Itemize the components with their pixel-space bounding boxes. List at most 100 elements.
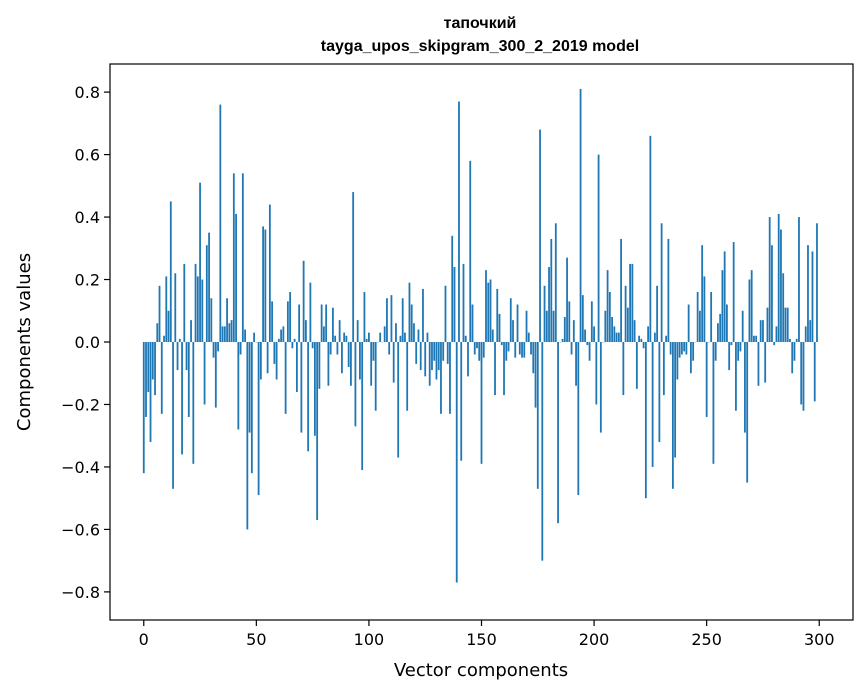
bar-51 bbox=[257, 342, 260, 496]
bar-119 bbox=[410, 304, 413, 342]
bar-298 bbox=[813, 342, 816, 402]
bar-216 bbox=[629, 263, 631, 342]
bar-41 bbox=[235, 213, 237, 342]
bar-262 bbox=[732, 242, 735, 342]
bar-34 bbox=[219, 104, 222, 342]
bar-107 bbox=[383, 326, 386, 342]
x-tick-label: 50 bbox=[246, 630, 266, 649]
bar-25 bbox=[199, 182, 201, 342]
bar-243 bbox=[689, 342, 692, 374]
bar-280 bbox=[773, 342, 776, 346]
x-axis-ticks: 0 50 100 150 200 250 300 bbox=[139, 620, 835, 649]
bar-276 bbox=[764, 342, 767, 383]
bar-69 bbox=[298, 304, 301, 342]
bar-153 bbox=[487, 282, 490, 342]
bar-176 bbox=[539, 129, 541, 342]
bar-219 bbox=[635, 342, 638, 389]
bar-149 bbox=[478, 342, 481, 361]
bar-15 bbox=[176, 342, 179, 371]
bar-133 bbox=[442, 342, 445, 361]
bar-186 bbox=[561, 338, 564, 342]
bar-157 bbox=[496, 288, 499, 342]
bar-174 bbox=[534, 342, 537, 408]
bar-92 bbox=[350, 342, 352, 386]
y-tick-label: −0.4 bbox=[61, 458, 100, 477]
bar-100 bbox=[368, 332, 370, 342]
bar-99 bbox=[365, 338, 368, 342]
bar-75 bbox=[311, 342, 314, 349]
bar-292 bbox=[800, 342, 803, 405]
bar-117 bbox=[406, 342, 409, 411]
bar-4 bbox=[151, 342, 154, 380]
bar-291 bbox=[798, 217, 800, 342]
bar-210 bbox=[615, 332, 618, 342]
bar-154 bbox=[489, 279, 492, 342]
bar-181 bbox=[550, 238, 553, 342]
chart-title-line2: tayga_upos_skipgram_300_2_2019 model bbox=[321, 38, 639, 55]
bar-101 bbox=[370, 342, 373, 386]
bar-213 bbox=[622, 342, 625, 396]
bar-55 bbox=[266, 342, 269, 374]
bar-45 bbox=[244, 329, 246, 342]
y-tick-label: −0.8 bbox=[61, 583, 100, 602]
bar-222 bbox=[642, 342, 645, 349]
bar-111 bbox=[392, 342, 395, 383]
bar-288 bbox=[791, 342, 794, 374]
bar-103 bbox=[374, 342, 377, 411]
bar-287 bbox=[789, 338, 791, 342]
bar-289 bbox=[793, 342, 796, 361]
bar-114 bbox=[399, 335, 402, 342]
bar-255 bbox=[717, 323, 719, 342]
y-tick-label: 0.8 bbox=[75, 83, 100, 102]
bar-234 bbox=[669, 342, 672, 355]
bar-158 bbox=[498, 313, 501, 342]
bar-52 bbox=[259, 342, 262, 380]
bar-17 bbox=[181, 342, 183, 455]
bar-145 bbox=[469, 160, 472, 342]
bar-282 bbox=[777, 213, 780, 342]
bar-93 bbox=[352, 192, 355, 342]
bar-279 bbox=[771, 245, 773, 342]
y-tick-label: 0.2 bbox=[75, 271, 100, 290]
bar-118 bbox=[408, 282, 411, 342]
bar-141 bbox=[460, 342, 463, 461]
bar-40 bbox=[232, 173, 235, 342]
bar-272 bbox=[755, 335, 758, 342]
bar-13 bbox=[172, 342, 174, 489]
bar-166 bbox=[516, 304, 519, 342]
bar-221 bbox=[640, 338, 643, 342]
bar-97 bbox=[361, 342, 364, 471]
bar-194 bbox=[579, 88, 582, 343]
bar-285 bbox=[784, 307, 787, 342]
bar-228 bbox=[656, 285, 659, 342]
bar-53 bbox=[262, 226, 264, 342]
bar-167 bbox=[518, 342, 521, 355]
bar-169 bbox=[523, 342, 526, 358]
bar-147 bbox=[473, 342, 476, 355]
bar-7 bbox=[158, 285, 161, 342]
bar-80 bbox=[322, 326, 325, 342]
bar-267 bbox=[744, 342, 746, 433]
bar-33 bbox=[217, 342, 219, 352]
bar-236 bbox=[674, 342, 677, 458]
bar-23 bbox=[194, 263, 197, 342]
y-axis-ticks: −0.8 −0.6 −0.4 −0.2 0.0 0.2 0.4 0.6 0.8 bbox=[61, 83, 110, 602]
x-tick-label: 100 bbox=[354, 630, 385, 649]
bar-84 bbox=[332, 307, 334, 342]
bar-275 bbox=[762, 320, 764, 342]
bar-59 bbox=[275, 342, 278, 380]
bar-163 bbox=[509, 298, 512, 342]
bar-258 bbox=[723, 251, 726, 342]
bar-173 bbox=[532, 342, 535, 374]
bar-296 bbox=[809, 320, 812, 342]
bar-22 bbox=[192, 342, 195, 464]
bar-89 bbox=[343, 332, 346, 342]
bar-90 bbox=[345, 335, 348, 342]
bar-171 bbox=[527, 332, 530, 342]
bar-9 bbox=[163, 335, 165, 342]
bar-162 bbox=[507, 342, 510, 352]
bar-37 bbox=[226, 298, 228, 342]
bar-175 bbox=[536, 342, 539, 489]
bar-211 bbox=[617, 332, 620, 342]
bar-227 bbox=[653, 332, 656, 342]
